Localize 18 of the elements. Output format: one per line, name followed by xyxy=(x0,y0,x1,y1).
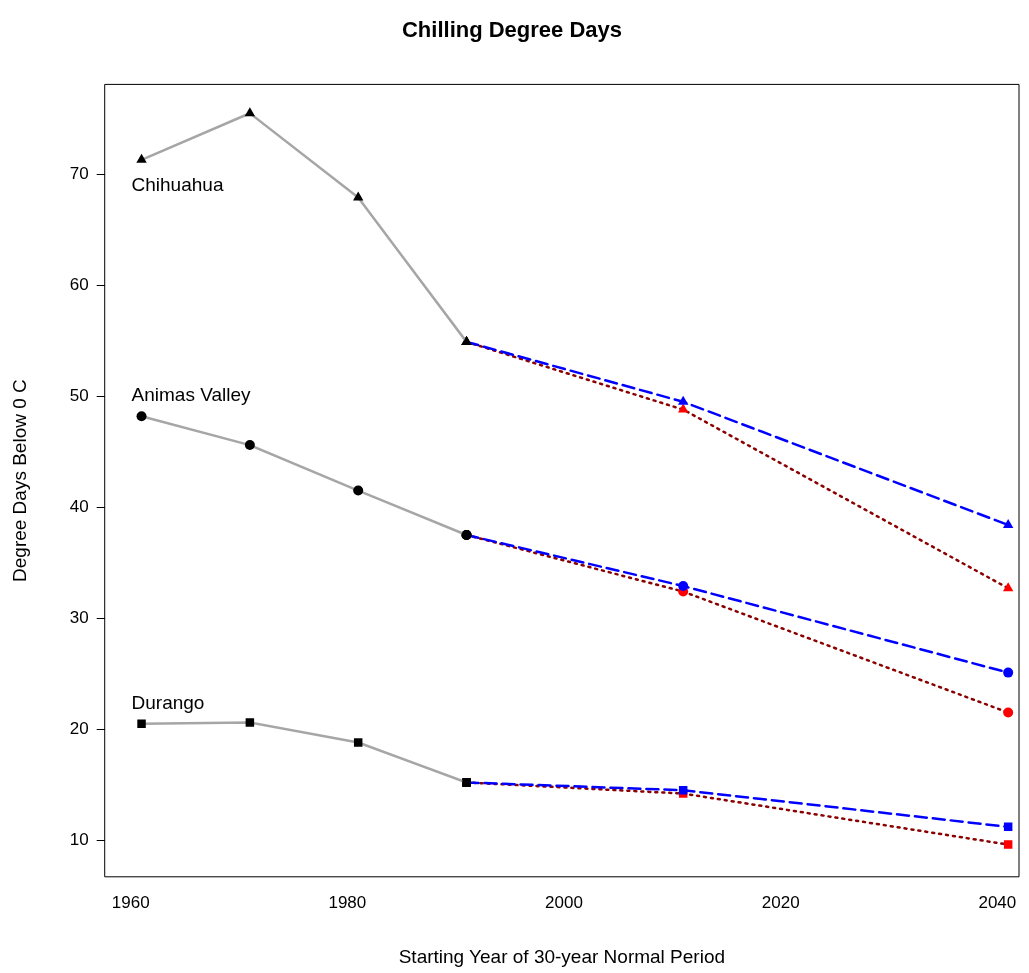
x-axis-title: Starting Year of 30-year Normal Period xyxy=(398,945,726,967)
y-tick-label: 70 xyxy=(69,163,89,183)
y-tick-label: 60 xyxy=(69,274,89,294)
y-tick-label: 50 xyxy=(69,385,89,405)
x-tick-label: 1980 xyxy=(328,892,367,912)
series-label: Durango xyxy=(131,691,205,713)
y-tick-label: 30 xyxy=(69,607,89,627)
series-label: Chihuahua xyxy=(131,174,224,196)
y-tick-label: 20 xyxy=(69,718,89,738)
x-tick-label: 2000 xyxy=(545,892,583,912)
series-label: Animas Valley xyxy=(131,384,252,406)
x-tick-label: 2020 xyxy=(761,892,800,912)
chart-title: Chilling Degree Days xyxy=(401,17,623,43)
x-tick-label: 1960 xyxy=(111,892,150,912)
y-tick-label: 10 xyxy=(69,829,89,849)
y-axis-title: Degree Days Below 0 C xyxy=(8,379,30,582)
y-tick-label: 40 xyxy=(69,496,89,516)
x-tick-label: 2040 xyxy=(978,892,1017,912)
